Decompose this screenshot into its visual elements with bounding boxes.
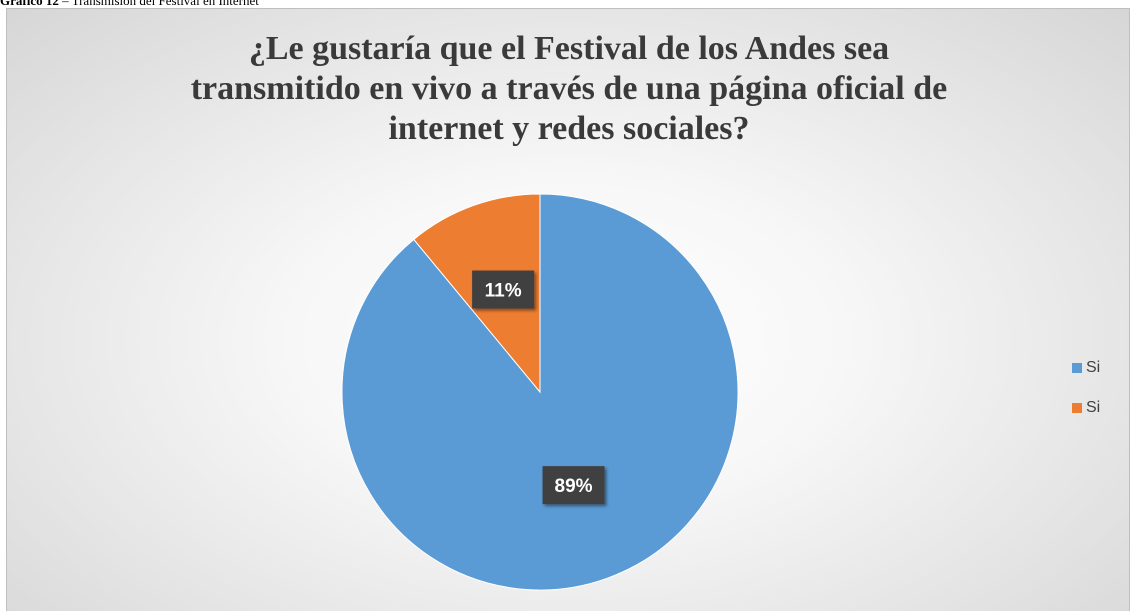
- legend-label: Si: [1086, 359, 1101, 376]
- pie-slice: [341, 193, 739, 591]
- legend-swatch: [1072, 403, 1082, 413]
- legend-swatch: [1072, 363, 1082, 373]
- legend-label: Si: [1086, 399, 1101, 416]
- legend-item: Si: [1072, 358, 1100, 378]
- data-label-box: [472, 270, 535, 309]
- pie-chart: 89% 11%: [341, 193, 739, 591]
- data-label: 89%: [542, 466, 605, 505]
- figure-caption: Gráfico 12 – Transmisión del Festival en…: [0, 0, 259, 8]
- chart-title-line-1: ¿Le gustaría que el Festival de los Ande…: [248, 30, 890, 67]
- chart-legend: Si Si: [1072, 358, 1100, 438]
- caption-label: Gráfico 12: [0, 0, 59, 8]
- chart-area: ¿Le gustaría que el Festival de los Ande…: [6, 8, 1130, 611]
- legend-item: Si: [1072, 398, 1100, 418]
- data-label-text: 89%: [555, 476, 593, 497]
- data-label: 11%: [472, 270, 535, 309]
- caption-text: – Transmisión del Festival en Internet: [62, 0, 259, 8]
- chart-title-line-2: transmitido en vivo a través de una pági…: [190, 70, 948, 107]
- chart-title-line-3: internet y redes sociales?: [388, 110, 750, 147]
- data-label-box: [542, 466, 605, 505]
- data-label-text: 11%: [485, 281, 522, 302]
- chart-title: ¿Le gustaría que el Festival de los Ande…: [7, 29, 1129, 149]
